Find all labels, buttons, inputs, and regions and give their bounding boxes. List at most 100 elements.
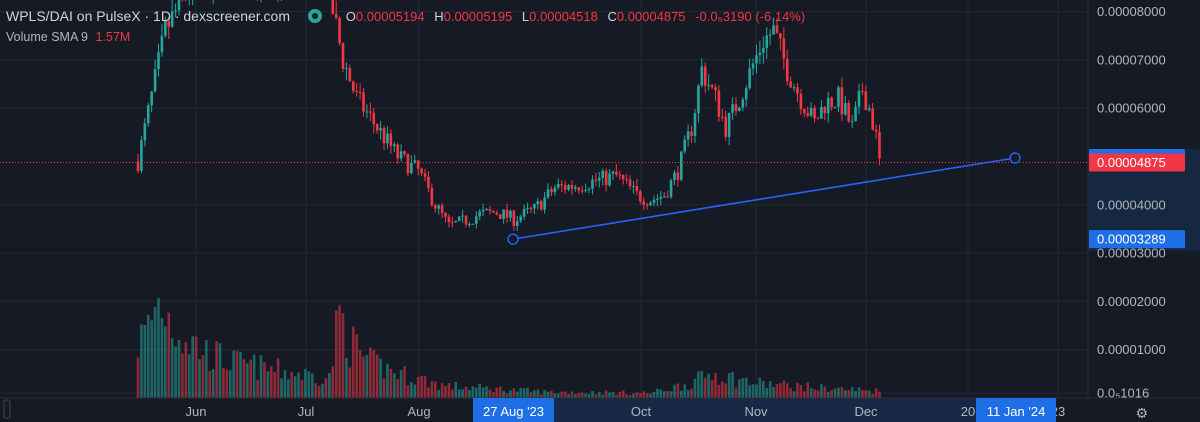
volume-bar [464,386,468,398]
volume-bar [181,353,184,398]
candle-body [567,185,570,190]
candle-body [608,173,611,186]
volume-bar [755,384,758,398]
volume-bar [850,387,854,398]
volume-bar [396,379,399,398]
volume-bar [492,392,495,398]
volume-bar [157,298,160,398]
volume-bar [731,371,734,398]
volume-bar [550,390,553,398]
volume-bar [574,394,577,398]
candle-body [461,215,464,217]
candle-body [785,58,789,82]
candle-body [433,205,437,209]
candle-body [673,172,676,181]
volume-bar [734,387,738,398]
candle-body [714,87,717,91]
volume-bar [519,387,523,398]
volume-bar [485,386,488,398]
gear-icon[interactable]: ⚙ [1135,405,1148,421]
candle-body [334,13,338,18]
candle-body [471,223,475,225]
volume-bar [546,391,550,398]
candle-body [369,111,372,113]
volume-bar [160,318,164,398]
volume-bar [198,359,201,398]
candle-body [645,204,649,206]
candle-body [850,121,854,123]
volume-bar [635,392,639,398]
volume-bar [666,390,669,398]
volume-bar [727,373,731,398]
candle-body [379,127,382,131]
candle-body [454,221,458,223]
volume-bar [273,371,276,398]
volume-bar [440,383,444,398]
candle-body [867,108,871,111]
volume-bar [372,349,376,398]
candle-body [372,112,376,125]
volume-bar [717,384,721,398]
volume-bar [225,369,229,398]
candle-body [174,10,177,12]
volume-bar [536,389,540,398]
volume-bar [208,370,212,398]
trendline-anchor-start [507,233,519,245]
volume-bar [618,391,622,398]
candle-body [734,104,738,112]
candle-body [536,201,540,205]
volume-bar [481,387,485,398]
volume-bar [276,358,280,398]
candle-body [854,106,857,122]
volume-bar [680,390,683,398]
volume-bar [628,395,632,398]
volume-bar [242,359,246,398]
volume-bar [765,388,769,398]
status-dot-icon [307,9,322,23]
volume-bar [775,384,779,398]
candle-body [512,210,516,226]
volume-bar [246,363,249,398]
candle-body [574,187,577,189]
volume-bar [656,388,659,398]
volume-bar [577,392,581,398]
volume-bar [683,384,687,398]
volume-bar [266,371,270,398]
volume-bar [826,392,830,398]
candle-body [563,185,567,190]
y-tick-label: 0.00002000 [1097,294,1166,309]
candle-body [830,97,833,108]
volume-bar [328,373,331,398]
price-tag-label: 0.00004875 [1097,155,1166,170]
candle-body [382,127,386,144]
volume-bar [837,387,840,398]
candle-body [451,222,454,224]
volume-bar [505,393,509,398]
candle-body [146,105,150,124]
volume-bar [710,380,714,398]
candle-body [796,87,799,94]
volume-bar [191,336,194,398]
volume-bar [642,391,646,398]
candle-body [529,208,533,210]
candle-body [618,174,622,176]
volume-bar [338,305,341,398]
candle-body [871,108,874,130]
volume-bar [495,387,499,398]
chart-title[interactable]: WPLS/DAI on PulseX · 1D · dexscreener.co… [6,8,290,24]
volume-bar [553,393,557,398]
volume-bar [645,393,649,398]
volume-bar [461,389,464,398]
volume-bar [864,390,868,398]
volume-bar [659,389,663,398]
volume-bar [874,388,878,398]
volume-bar [560,391,564,398]
candle-body [765,35,769,49]
volume-bar [724,383,728,398]
volume-bar [615,394,618,398]
candle-body [833,106,837,108]
candle-body [375,124,379,131]
volume-bar [816,390,820,398]
candle-body [820,106,823,119]
